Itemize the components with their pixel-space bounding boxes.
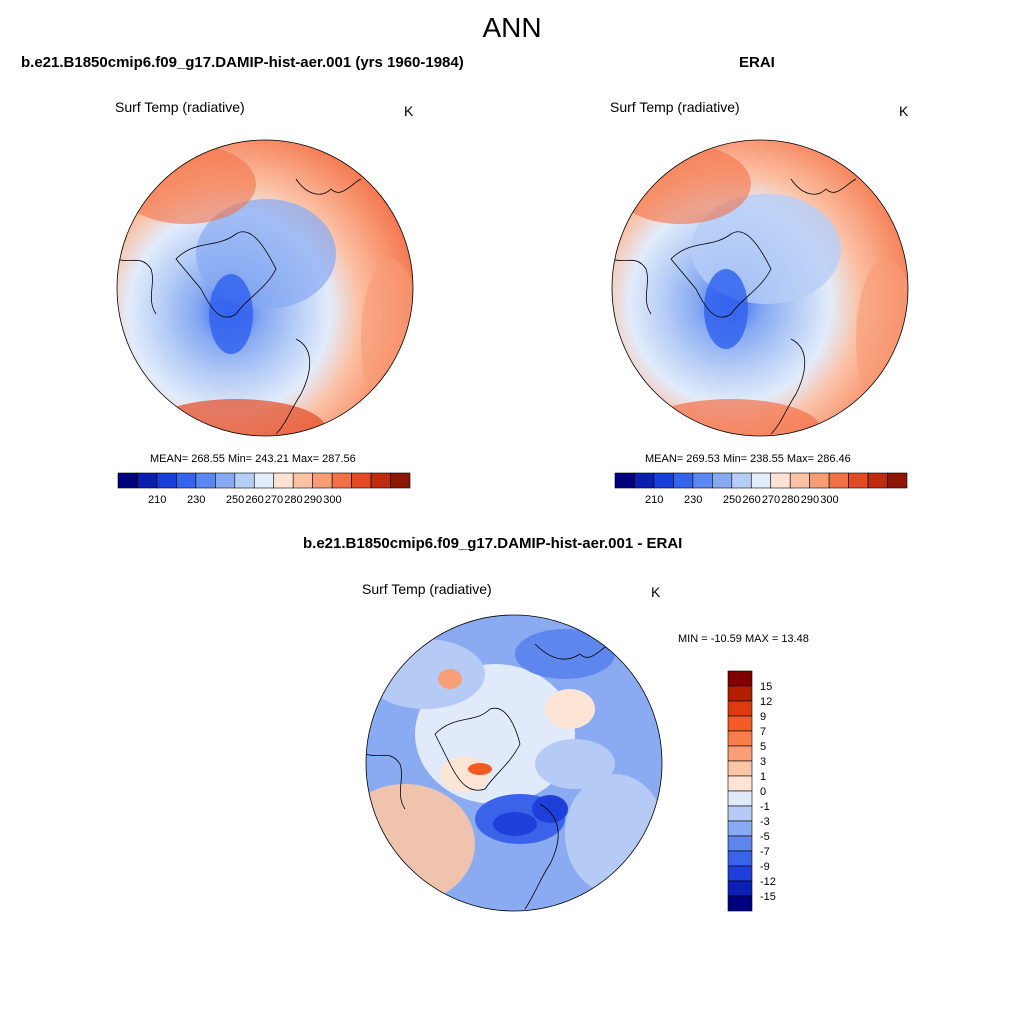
colorbar-tick-label: 280: [781, 494, 799, 506]
colorbar-box: [673, 472, 694, 489]
colorbar-model: 210 230 250 260 270 280 290 300: [117, 472, 411, 506]
colorbar-tick-label: 230: [684, 494, 702, 506]
colorbar-box: [727, 865, 753, 882]
colorbar-box: [848, 472, 869, 489]
colorbar-box: [137, 472, 158, 489]
colorbar-box: [727, 895, 753, 912]
colorbar-box: [727, 835, 753, 852]
colorbar-tick-label: -1: [760, 801, 770, 813]
colorbar-box: [390, 472, 411, 489]
colorbar-box: [370, 472, 391, 489]
colorbar-box: [176, 472, 197, 489]
colorbar-tick-label: 9: [760, 711, 766, 723]
polar-map-obs: [611, 139, 909, 437]
colorbar-tick-label: 0: [760, 786, 766, 798]
panel-title-model: b.e21.B1850cmip6.f09_g17.DAMIP-hist-aer.…: [21, 54, 464, 71]
colorbar-tick-label: 260: [742, 494, 760, 506]
colorbar-box: [750, 472, 772, 489]
colorbar-box: [727, 760, 753, 777]
colorbar-box: [770, 472, 791, 489]
colorbar-box: [292, 472, 313, 489]
colorbar-tick-label: 250: [723, 494, 741, 506]
colorbar-box: [653, 472, 674, 489]
colorbar-diff: 15 12 9 7 5 3 1 0 -1 -3 -5 -7 -9 -12 -15: [727, 670, 776, 912]
colorbar-box: [117, 472, 138, 489]
colorbar-box: [215, 472, 236, 489]
colorbar-box: [727, 745, 753, 762]
colorbar-tick-label: 290: [801, 494, 819, 506]
colorbar-tick-label: -5: [760, 831, 770, 843]
colorbar-tick-label: 210: [645, 494, 663, 506]
colorbar-box: [789, 472, 810, 489]
stats-diff: MIN = -10.59 MAX = 13.48: [678, 633, 809, 645]
colorbar-tick-label: -7: [760, 846, 770, 858]
colorbar-box: [727, 880, 753, 897]
colorbar-box: [273, 472, 294, 489]
panel-title-diff: b.e21.B1850cmip6.f09_g17.DAMIP-hist-aer.…: [303, 535, 683, 552]
colorbar-tick-label: 270: [762, 494, 780, 506]
colorbar-tick-label: 300: [323, 494, 341, 506]
colorbar-tick-label: 230: [187, 494, 205, 506]
colorbar-box: [727, 820, 753, 837]
colorbar-box: [828, 472, 849, 489]
colorbar-tick-label: 280: [284, 494, 302, 506]
colorbar-box: [727, 805, 753, 822]
colorbar-box: [727, 775, 753, 792]
polar-map-diff: [365, 614, 663, 912]
colorbar-tick-label: 290: [304, 494, 322, 506]
colorbar-box: [614, 472, 635, 489]
var-label-obs: Surf Temp (radiative): [610, 99, 740, 115]
colorbar-box: [867, 472, 888, 489]
colorbar-box: [234, 472, 255, 489]
main-title: ANN: [482, 12, 542, 43]
var-label-model: Surf Temp (radiative): [115, 99, 245, 115]
colorbar-box: [727, 850, 753, 867]
colorbar-box: [351, 472, 372, 489]
colorbar-box: [727, 730, 753, 747]
unit-label-diff: K: [651, 584, 661, 600]
stats-obs: MEAN= 269.53 Min= 238.55 Max= 286.46: [645, 453, 851, 465]
stats-model: MEAN= 268.55 Min= 243.21 Max= 287.56: [150, 453, 356, 465]
unit-label-obs: K: [899, 103, 909, 119]
colorbar-tick-label: 1: [760, 771, 766, 783]
colorbar-box: [312, 472, 333, 489]
var-label-diff: Surf Temp (radiative): [362, 581, 492, 597]
colorbar-box: [887, 472, 908, 489]
colorbar-tick-label: -12: [760, 876, 776, 888]
colorbar-box: [731, 472, 752, 489]
colorbar-box: [809, 472, 830, 489]
colorbar-tick-label: 15: [760, 681, 772, 693]
colorbar-box: [634, 472, 655, 489]
colorbar-obs: 210 230 250 260 270 280 290 300: [614, 472, 908, 506]
colorbar-box: [727, 715, 753, 732]
colorbar-box: [712, 472, 733, 489]
colorbar-box: [727, 790, 753, 807]
colorbar-box: [195, 472, 216, 489]
colorbar-box: [727, 685, 753, 702]
colorbar-tick-label: -9: [760, 861, 770, 873]
colorbar-tick-label: 7: [760, 726, 766, 738]
colorbar-tick-label: 3: [760, 756, 766, 768]
polar-map-model: [116, 139, 414, 437]
colorbar-tick-label: 5: [760, 741, 766, 753]
panel-title-obs: ERAI: [739, 54, 775, 71]
colorbar-box: [727, 670, 753, 687]
colorbar-box: [727, 700, 753, 717]
colorbar-tick-label: 210: [148, 494, 166, 506]
colorbar-tick-label: -3: [760, 816, 770, 828]
colorbar-tick-label: -15: [760, 891, 776, 903]
colorbar-box: [156, 472, 177, 489]
colorbar-tick-label: 270: [265, 494, 283, 506]
colorbar-box: [253, 472, 275, 489]
colorbar-box: [331, 472, 352, 489]
colorbar-box: [692, 472, 713, 489]
colorbar-tick-label: 300: [820, 494, 838, 506]
unit-label-model: K: [404, 103, 414, 119]
colorbar-tick-label: 12: [760, 696, 772, 708]
colorbar-tick-label: 260: [245, 494, 263, 506]
colorbar-tick-label: 250: [226, 494, 244, 506]
